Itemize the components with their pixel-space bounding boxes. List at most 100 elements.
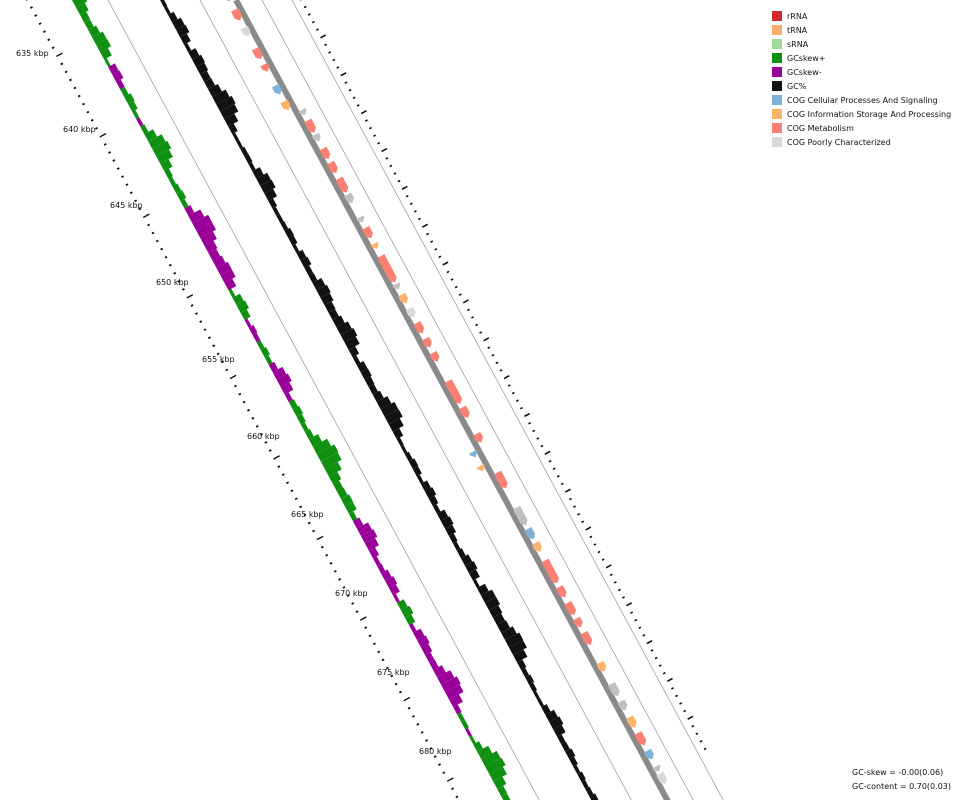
- gc-skew-plus-bar: [104, 58, 111, 67]
- gc-skew-minus-bar: [280, 382, 294, 395]
- gene-arrow-info: [596, 660, 607, 672]
- gc-skew-plus-bar: [320, 452, 342, 469]
- minor-tick: [390, 674, 394, 678]
- gc-content-bar: [308, 272, 318, 283]
- gc-skew-plus-bar: [348, 511, 358, 521]
- gc-content-bar: [244, 154, 253, 164]
- legend-item: tRNA: [772, 23, 951, 37]
- outer-tick: [434, 247, 438, 251]
- gc-skew-minus-bar: [445, 684, 464, 700]
- gc-skew-plus-bar: [312, 438, 332, 454]
- ring-line: [107, 0, 540, 800]
- legend-label: COG Cellular Processes And Signaling: [787, 95, 938, 105]
- legend-label: sRNA: [787, 39, 809, 49]
- gc-skew-plus-bar: [288, 399, 298, 410]
- gc-content-bar: [264, 188, 278, 201]
- gc-skew-minus-bar: [449, 694, 463, 708]
- gc-content-bar: [500, 626, 517, 641]
- gc-skew-plus-bar: [396, 599, 408, 611]
- gc-content-bar: [256, 172, 272, 187]
- legend-label: GC%: [787, 81, 807, 91]
- outer-tick: [658, 664, 662, 667]
- minor-tick: [86, 110, 90, 114]
- minor-tick: [216, 352, 220, 356]
- gene-arrow-met: [458, 405, 470, 418]
- gene-arrow-met: [555, 585, 567, 598]
- minor-tick: [438, 763, 441, 766]
- gene-arrow-cell: [271, 83, 282, 95]
- gc-content-bar: [364, 376, 375, 388]
- gene-arrow-info: [476, 463, 485, 472]
- gc-skew-minus-bar: [212, 255, 226, 268]
- minor-tick: [425, 739, 428, 742]
- legend-label: COG Information Storage And Processing: [787, 109, 952, 119]
- outer-tick: [650, 649, 654, 652]
- gc-content-bar: [324, 301, 336, 313]
- gene-arrow-met: [377, 254, 397, 283]
- minor-tick: [255, 424, 259, 428]
- minor-tick: [68, 78, 72, 82]
- minor-tick: [246, 408, 250, 412]
- gc-content-bar: [200, 70, 211, 82]
- outer-tick: [491, 353, 495, 357]
- minor-tick: [233, 384, 237, 388]
- gc-content-bar: [260, 179, 276, 194]
- gc-skew-minus-bar: [224, 278, 237, 291]
- outer-tick: [683, 709, 687, 713]
- gc-skew-minus-bar: [388, 584, 400, 596]
- gc-content-bar: [292, 244, 300, 254]
- gc-skew-minus-bar: [412, 628, 425, 641]
- gc-content-bar: [212, 89, 230, 105]
- minor-tick: [303, 513, 307, 517]
- outer-tick: [589, 535, 593, 539]
- gc-content-bar: [340, 328, 358, 343]
- gc-content-bar: [284, 227, 294, 239]
- gene-arrow-met: [260, 62, 270, 72]
- gene-arrow-info: [370, 241, 379, 249]
- gene-arrow-poor: [405, 306, 416, 318]
- outer-tick: [307, 13, 311, 16]
- gc-skew-minus-bar: [244, 318, 252, 328]
- minor-tick: [420, 731, 424, 734]
- minor-tick: [194, 312, 198, 315]
- minor-tick: [51, 46, 55, 50]
- gc-skew-plus-bar: [324, 461, 342, 477]
- minor-tick: [60, 62, 64, 66]
- gc-content-bar: [232, 132, 240, 142]
- minor-tick: [364, 626, 368, 630]
- minor-tick: [355, 610, 359, 613]
- gc-content-bar: [545, 709, 558, 722]
- gc-skew-plus-bar: [76, 2, 89, 15]
- tick-label: 655 kbp: [202, 355, 235, 364]
- outer-tick: [405, 194, 409, 198]
- gc-skew-plus-bar: [236, 300, 250, 313]
- gc-skew-plus-bar: [124, 93, 135, 105]
- gc-content-bar: [368, 384, 378, 395]
- outer-tick: [581, 520, 585, 524]
- minor-tick: [160, 247, 164, 251]
- gc-skew-minus-bar: [417, 635, 430, 648]
- outer-tick: [548, 459, 552, 463]
- gc-skew-minus-bar: [188, 209, 205, 224]
- major-tick: [186, 294, 194, 299]
- outer-tick: [646, 639, 653, 645]
- gc-content-bar: [332, 315, 345, 328]
- minor-tick: [268, 449, 272, 452]
- gc-content-stat: GC-content = 0.70(0.03): [852, 782, 951, 791]
- gc-skew-plus-bar: [232, 293, 244, 306]
- gc-skew-minus-bar: [220, 269, 236, 283]
- outer-tick: [389, 164, 393, 168]
- outer-tick: [675, 694, 679, 698]
- gc-content-bar: [240, 146, 249, 157]
- legend-swatch: [772, 95, 782, 105]
- outer-tick: [311, 20, 315, 24]
- gc-skew-minus-bar: [184, 205, 195, 216]
- gene-arrow-hyp: [298, 107, 307, 116]
- outer-tick: [511, 391, 515, 395]
- outer-tick: [585, 526, 592, 531]
- outer-tick: [597, 550, 601, 554]
- outer-tick: [381, 147, 388, 153]
- minor-tick: [177, 279, 181, 283]
- gc-content-bar: [521, 667, 530, 678]
